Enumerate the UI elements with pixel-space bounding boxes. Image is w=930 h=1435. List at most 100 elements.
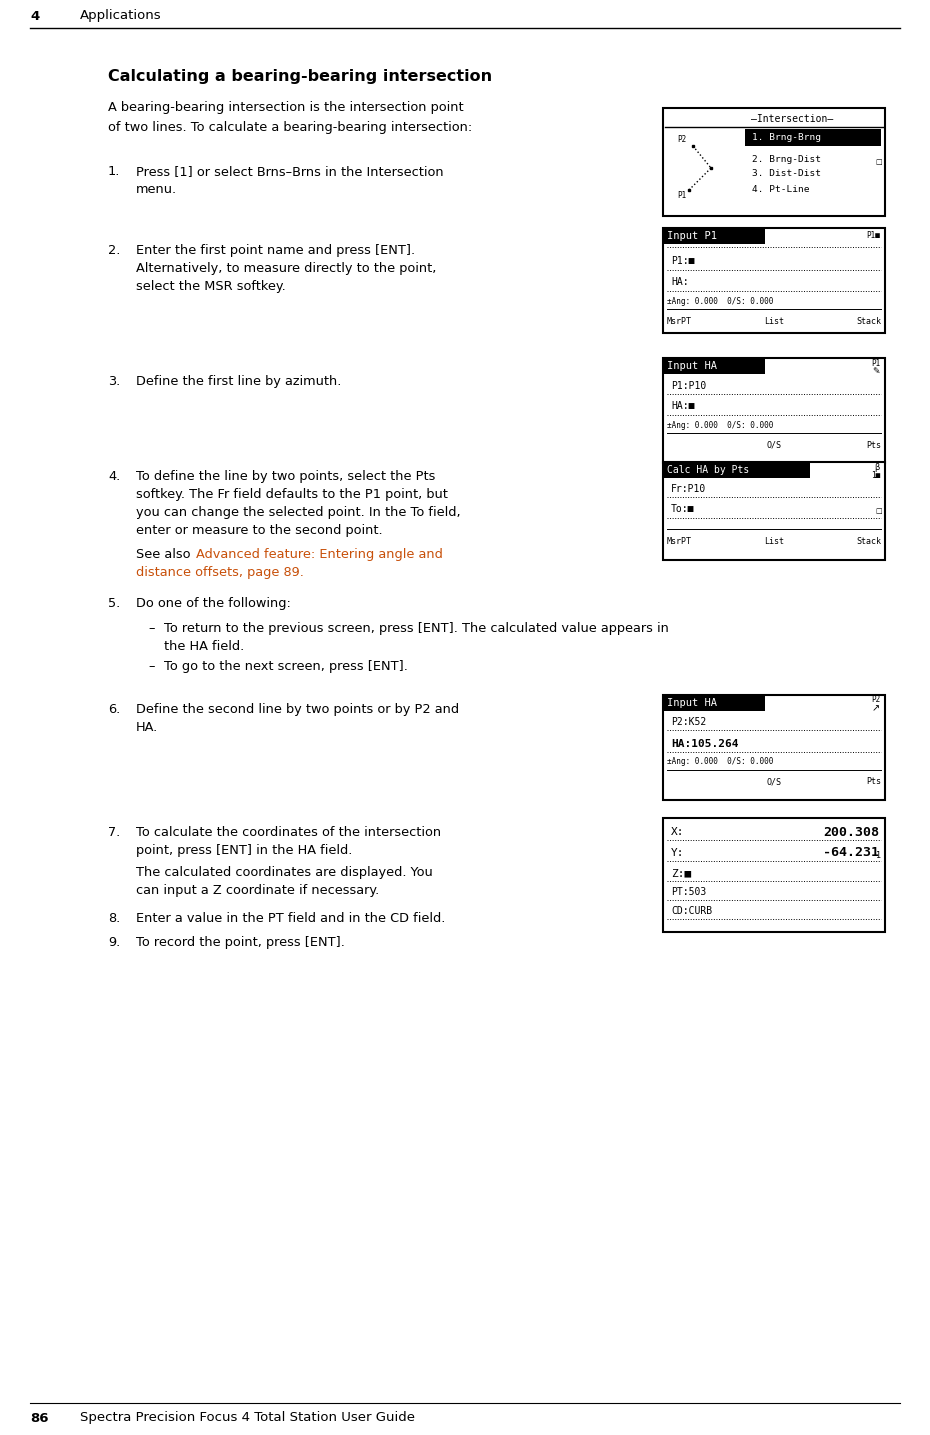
- Text: Pts: Pts: [866, 441, 881, 449]
- Text: Do one of the following:: Do one of the following:: [136, 597, 291, 610]
- Bar: [663, 695, 885, 799]
- Bar: [663, 695, 765, 710]
- Text: β: β: [874, 462, 880, 472]
- Text: Press [1] or select Brns–Brns in the Intersection: Press [1] or select Brns–Brns in the Int…: [136, 165, 444, 178]
- Text: List: List: [764, 317, 784, 326]
- Text: 1■: 1■: [870, 471, 880, 479]
- Text: HA.: HA.: [136, 720, 158, 733]
- Bar: [745, 129, 881, 146]
- Text: of two lines. To calculate a bearing-bearing intersection:: of two lines. To calculate a bearing-bea…: [108, 121, 472, 133]
- Bar: [663, 228, 885, 333]
- Bar: [663, 357, 765, 375]
- Text: P1:P10: P1:P10: [671, 382, 706, 390]
- Text: PT:503: PT:503: [671, 887, 706, 897]
- Text: –: –: [148, 621, 154, 636]
- Text: Input HA: Input HA: [667, 697, 717, 707]
- Text: O/S: O/S: [766, 778, 781, 786]
- Text: Advanced feature: Entering angle and: Advanced feature: Entering angle and: [196, 548, 443, 561]
- Text: Enter the first point name and press [ENT].: Enter the first point name and press [EN…: [136, 244, 415, 257]
- Text: menu.: menu.: [136, 184, 177, 197]
- Text: To go to the next screen, press [ENT].: To go to the next screen, press [ENT].: [164, 660, 408, 673]
- Text: the HA field.: the HA field.: [164, 640, 245, 653]
- Text: Input HA: Input HA: [667, 362, 717, 372]
- Text: HA:: HA:: [671, 277, 688, 287]
- Bar: [663, 818, 885, 931]
- Text: –: –: [148, 660, 154, 673]
- Text: P2:K52: P2:K52: [671, 718, 706, 728]
- Text: Calculating a bearing-bearing intersection: Calculating a bearing-bearing intersecti…: [108, 69, 492, 85]
- Text: 200.308: 200.308: [823, 825, 879, 838]
- Text: 7.: 7.: [108, 827, 120, 839]
- Text: 6.: 6.: [108, 703, 120, 716]
- Text: 2. Brng-Dist: 2. Brng-Dist: [751, 155, 821, 164]
- Text: P1■: P1■: [866, 231, 880, 241]
- Text: softkey. The Fr field defaults to the P1 point, but: softkey. The Fr field defaults to the P1…: [136, 488, 448, 501]
- Text: MsrPT: MsrPT: [667, 317, 692, 326]
- Text: ±Ang: 0.000  0/S: 0.000: ±Ang: 0.000 0/S: 0.000: [667, 297, 774, 306]
- Text: ↗: ↗: [872, 703, 880, 713]
- Bar: [663, 228, 765, 244]
- Text: you can change the selected point. In the To field,: you can change the selected point. In th…: [136, 507, 460, 519]
- Text: 86: 86: [30, 1412, 48, 1425]
- Text: Define the second line by two points or by P2 and: Define the second line by two points or …: [136, 703, 459, 716]
- Text: 4. Pt-Line: 4. Pt-Line: [751, 185, 809, 194]
- Text: Y:: Y:: [671, 848, 684, 858]
- Text: 9.: 9.: [108, 936, 120, 949]
- Bar: [663, 357, 885, 464]
- Text: A bearing-bearing intersection is the intersection point: A bearing-bearing intersection is the in…: [108, 102, 464, 115]
- Text: 4.: 4.: [108, 471, 120, 484]
- Text: 4: 4: [30, 10, 39, 23]
- Text: The calculated coordinates are displayed. You: The calculated coordinates are displayed…: [136, 865, 432, 880]
- Text: point, press [ENT] in the HA field.: point, press [ENT] in the HA field.: [136, 844, 352, 857]
- Text: □: □: [875, 508, 882, 514]
- Text: CD:CURB: CD:CURB: [671, 905, 712, 916]
- Text: 5.: 5.: [108, 597, 120, 610]
- Text: X:: X:: [671, 827, 684, 837]
- Text: distance offsets, page 89.: distance offsets, page 89.: [136, 565, 304, 578]
- Text: Alternatively, to measure directly to the point,: Alternatively, to measure directly to th…: [136, 263, 436, 276]
- Text: MsrPT: MsrPT: [667, 537, 692, 545]
- Text: To:■: To:■: [671, 504, 695, 514]
- Text: P1: P1: [677, 191, 686, 201]
- Text: Enter a value in the PT field and in the CD field.: Enter a value in the PT field and in the…: [136, 913, 445, 926]
- Text: Calc HA by Pts: Calc HA by Pts: [667, 465, 750, 475]
- Text: Spectra Precision Focus 4 Total Station User Guide: Spectra Precision Focus 4 Total Station …: [80, 1412, 415, 1425]
- Text: can input a Z coordinate if necessary.: can input a Z coordinate if necessary.: [136, 884, 379, 897]
- Text: To record the point, press [ENT].: To record the point, press [ENT].: [136, 936, 345, 949]
- Text: —Intersection—: —Intersection—: [751, 113, 833, 123]
- Text: P2: P2: [677, 135, 686, 145]
- Text: enter or measure to the second point.: enter or measure to the second point.: [136, 524, 382, 537]
- Text: 1.: 1.: [108, 165, 120, 178]
- Bar: [663, 108, 885, 217]
- Text: □: □: [875, 159, 882, 165]
- Text: Applications: Applications: [80, 10, 162, 23]
- Text: HA:■: HA:■: [671, 400, 695, 410]
- Text: 3.: 3.: [108, 375, 120, 387]
- Text: HA:105.264: HA:105.264: [671, 739, 738, 749]
- Text: Z:■: Z:■: [671, 868, 691, 878]
- Text: To define the line by two points, select the Pts: To define the line by two points, select…: [136, 471, 435, 484]
- Text: 1: 1: [876, 851, 881, 861]
- Text: P2: P2: [870, 696, 880, 705]
- Text: Fr:P10: Fr:P10: [671, 484, 706, 494]
- Text: P1: P1: [870, 359, 880, 367]
- Text: Define the first line by azimuth.: Define the first line by azimuth.: [136, 375, 341, 387]
- Text: O/S: O/S: [766, 441, 781, 449]
- Text: Input P1: Input P1: [667, 231, 717, 241]
- Bar: [663, 462, 885, 560]
- Text: To calculate the coordinates of the intersection: To calculate the coordinates of the inte…: [136, 827, 441, 839]
- Text: ±Ang: 0.000  0/S: 0.000: ±Ang: 0.000 0/S: 0.000: [667, 420, 774, 429]
- Text: 1. Brng-Brng: 1. Brng-Brng: [751, 132, 821, 142]
- Text: 2.: 2.: [108, 244, 120, 257]
- Text: List: List: [764, 537, 784, 545]
- Text: -64.231: -64.231: [823, 847, 879, 860]
- Text: P1:■: P1:■: [671, 255, 695, 265]
- Text: Stack: Stack: [856, 537, 881, 545]
- Text: ±Ang: 0.000  0/S: 0.000: ±Ang: 0.000 0/S: 0.000: [667, 758, 774, 766]
- Text: Stack: Stack: [856, 317, 881, 326]
- Text: See also: See also: [136, 548, 194, 561]
- Text: 8.: 8.: [108, 913, 120, 926]
- Text: To return to the previous screen, press [ENT]. The calculated value appears in: To return to the previous screen, press …: [164, 621, 669, 636]
- Text: Pts: Pts: [866, 778, 881, 786]
- Text: 3. Dist-Dist: 3. Dist-Dist: [751, 169, 821, 178]
